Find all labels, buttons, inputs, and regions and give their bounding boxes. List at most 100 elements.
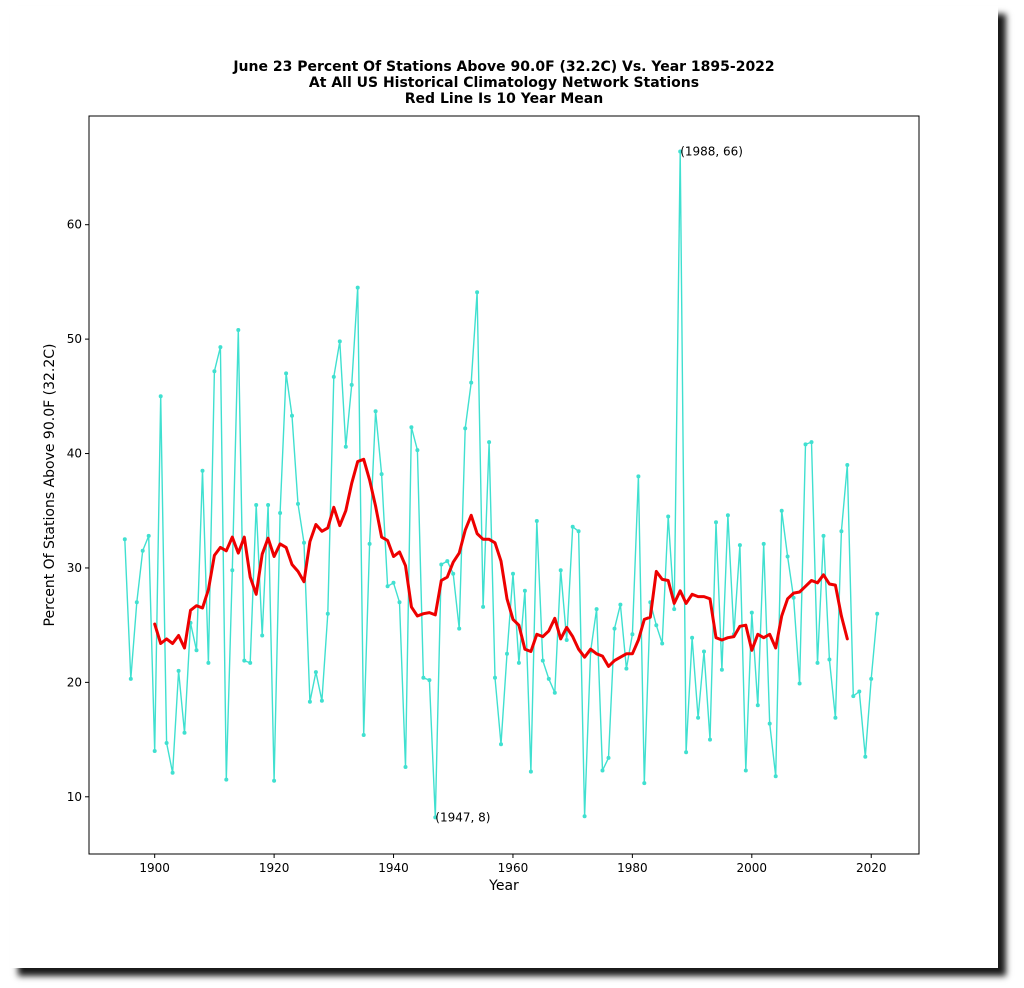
data-point bbox=[869, 676, 874, 681]
data-point bbox=[170, 770, 175, 775]
data-point bbox=[140, 548, 145, 553]
data-point bbox=[146, 533, 151, 538]
data-point bbox=[457, 626, 462, 631]
data-point bbox=[558, 568, 563, 573]
annotations: (1988, 66) (1947, 8) bbox=[435, 145, 743, 825]
data-point bbox=[600, 768, 605, 773]
data-point bbox=[636, 474, 641, 479]
y-axis: 10 20 30 40 50 60 bbox=[67, 218, 89, 804]
data-point bbox=[785, 554, 790, 559]
data-point bbox=[582, 814, 587, 819]
data-point bbox=[415, 448, 420, 453]
data-point bbox=[654, 623, 659, 628]
data-point bbox=[725, 513, 730, 518]
y-tick-label: 60 bbox=[67, 218, 82, 232]
data-point bbox=[218, 345, 223, 350]
data-point bbox=[445, 559, 450, 564]
data-point bbox=[624, 666, 629, 671]
data-point bbox=[851, 694, 856, 699]
x-tick-label: 1900 bbox=[139, 861, 170, 875]
data-point bbox=[546, 676, 551, 681]
data-point bbox=[803, 442, 808, 447]
data-point bbox=[319, 698, 324, 703]
data-point bbox=[714, 520, 718, 525]
chart-title-line-2: At All US Historical Climatology Network… bbox=[309, 75, 699, 91]
data-point bbox=[242, 658, 247, 663]
x-axis-label: Year bbox=[488, 878, 519, 894]
data-point bbox=[439, 562, 444, 567]
data-point bbox=[284, 371, 289, 376]
y-tick-label: 20 bbox=[67, 675, 82, 689]
data-point bbox=[421, 675, 426, 680]
data-point bbox=[391, 580, 396, 585]
data-point bbox=[194, 648, 199, 653]
data-point bbox=[678, 149, 683, 154]
data-point bbox=[708, 737, 712, 742]
data-point bbox=[540, 658, 545, 663]
annotation-label: (1988, 66) bbox=[680, 145, 743, 159]
data-point bbox=[296, 501, 300, 506]
data-point bbox=[302, 540, 306, 545]
data-point bbox=[290, 413, 294, 418]
data-point bbox=[696, 715, 701, 720]
x-tick-label: 1960 bbox=[498, 861, 529, 875]
data-point bbox=[385, 584, 390, 589]
data-point bbox=[779, 508, 784, 513]
data-point bbox=[325, 611, 330, 616]
data-point bbox=[403, 765, 408, 769]
data-point bbox=[719, 667, 724, 672]
data-point bbox=[737, 543, 742, 548]
x-tick-label: 1980 bbox=[617, 861, 648, 875]
x-tick-label: 1920 bbox=[259, 861, 290, 875]
data-point bbox=[206, 660, 211, 665]
data-point bbox=[481, 604, 486, 609]
data-point bbox=[773, 774, 778, 779]
x-tick-label: 2000 bbox=[737, 861, 768, 875]
data-point bbox=[845, 463, 850, 467]
data-point bbox=[152, 749, 157, 753]
data-point bbox=[367, 541, 372, 546]
data-point bbox=[331, 374, 336, 379]
data-point bbox=[522, 588, 527, 593]
data-point bbox=[337, 339, 342, 344]
data-point bbox=[594, 607, 599, 612]
data-point bbox=[815, 660, 820, 665]
data-point bbox=[122, 537, 127, 542]
data-point bbox=[684, 750, 689, 755]
data-point bbox=[134, 600, 139, 605]
data-point bbox=[606, 755, 611, 760]
data-point bbox=[487, 440, 492, 445]
data-point bbox=[791, 595, 796, 600]
data-point bbox=[672, 607, 677, 612]
data-point bbox=[702, 649, 706, 654]
series-line-10-year-mean bbox=[153, 457, 849, 668]
data-point bbox=[755, 703, 760, 708]
data-point bbox=[433, 815, 438, 820]
chart-title-line-3: Red Line Is 10 Year Mean bbox=[405, 91, 603, 107]
data-point bbox=[361, 733, 366, 737]
data-point bbox=[355, 285, 360, 290]
data-point bbox=[313, 670, 318, 675]
data-point bbox=[516, 660, 521, 665]
data-point bbox=[469, 380, 474, 385]
y-tick-label: 10 bbox=[67, 790, 82, 804]
chart-title: June 23 Percent Of Stations Above 90.0F … bbox=[232, 59, 774, 107]
data-point bbox=[200, 468, 205, 473]
data-point bbox=[128, 676, 133, 681]
x-axis: 1900 1920 1940 1960 1980 2000 2020 bbox=[139, 854, 887, 875]
data-point bbox=[821, 533, 826, 538]
data-point bbox=[612, 626, 617, 631]
data-point bbox=[875, 611, 880, 616]
series-layer bbox=[122, 149, 880, 820]
data-point bbox=[576, 529, 581, 534]
data-point bbox=[570, 524, 575, 529]
data-point bbox=[833, 715, 838, 720]
data-point bbox=[630, 632, 635, 637]
data-point bbox=[743, 768, 748, 773]
data-point bbox=[164, 741, 169, 745]
plot-area bbox=[88, 115, 920, 855]
data-point bbox=[427, 678, 432, 683]
data-point bbox=[827, 657, 832, 662]
data-point bbox=[409, 425, 414, 430]
data-point bbox=[857, 689, 862, 694]
